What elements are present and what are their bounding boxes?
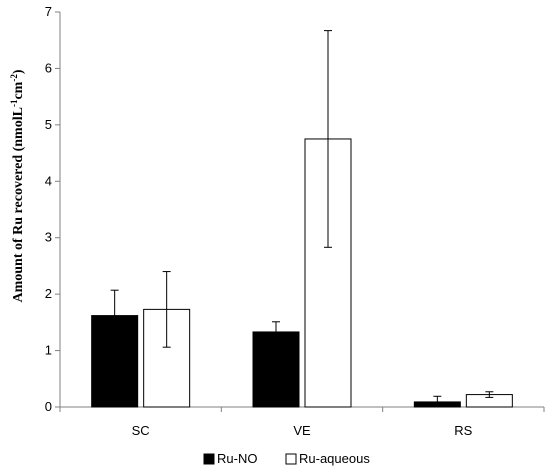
y-tick-label: 2 bbox=[45, 286, 52, 301]
y-axis-title: Amount of Ru recovered (nmolL-1cm-2) bbox=[9, 69, 26, 302]
legend: Ru-NO Ru-aqueous bbox=[203, 451, 370, 466]
y-tick-label: 0 bbox=[45, 399, 52, 414]
x-tick-label: SC bbox=[132, 423, 150, 438]
y-tick-label: 4 bbox=[45, 173, 52, 188]
y-axis: 0 1 2 3 4 5 6 7 bbox=[45, 4, 61, 414]
y-tick-label: 7 bbox=[45, 4, 52, 19]
y-tick-label: 1 bbox=[45, 343, 52, 358]
error-bars bbox=[110, 30, 494, 408]
bar-ru-no-ve bbox=[252, 331, 300, 408]
legend-swatch-ru-aqueous bbox=[285, 453, 297, 465]
x-tick-label: VE bbox=[293, 423, 311, 438]
bars bbox=[91, 138, 513, 408]
x-axis: SC VE RS bbox=[59, 406, 545, 438]
y-tick-label: 3 bbox=[45, 230, 52, 245]
legend-label-ru-no: Ru-NO bbox=[217, 451, 257, 466]
y-tick-label: 5 bbox=[45, 117, 52, 132]
legend-label-ru-aqueous: Ru-aqueous bbox=[299, 451, 370, 466]
legend-swatch-ru-no bbox=[203, 453, 215, 465]
x-tick-label: RS bbox=[454, 423, 472, 438]
y-tick-label: 6 bbox=[45, 60, 52, 75]
